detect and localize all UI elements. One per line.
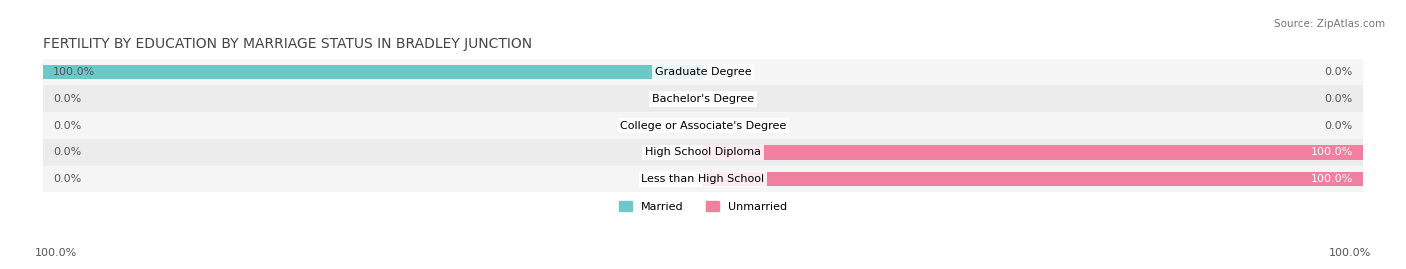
Text: 100.0%: 100.0% [35,248,77,258]
Text: 0.0%: 0.0% [53,174,82,184]
Text: Graduate Degree: Graduate Degree [655,67,751,77]
Text: College or Associate's Degree: College or Associate's Degree [620,121,786,130]
Text: 0.0%: 0.0% [53,94,82,104]
Text: 0.0%: 0.0% [1324,67,1353,77]
Bar [703,172,1362,186]
Text: 100.0%: 100.0% [53,67,96,77]
Bar [44,85,1362,112]
Text: 0.0%: 0.0% [53,121,82,130]
Text: 100.0%: 100.0% [1310,147,1353,157]
Text: 0.0%: 0.0% [53,147,82,157]
Text: FERTILITY BY EDUCATION BY MARRIAGE STATUS IN BRADLEY JUNCTION: FERTILITY BY EDUCATION BY MARRIAGE STATU… [44,37,533,51]
Bar [44,139,1362,166]
Text: Source: ZipAtlas.com: Source: ZipAtlas.com [1274,19,1385,29]
Text: 100.0%: 100.0% [1329,248,1371,258]
Text: 100.0%: 100.0% [1310,174,1353,184]
Legend: Married, Unmarried: Married, Unmarried [614,197,792,216]
Text: 0.0%: 0.0% [1324,121,1353,130]
Text: High School Diploma: High School Diploma [645,147,761,157]
Text: Less than High School: Less than High School [641,174,765,184]
Text: 0.0%: 0.0% [1324,94,1353,104]
Bar [44,166,1362,192]
Bar [44,65,703,79]
Bar [703,145,1362,160]
Bar [44,112,1362,139]
Bar [44,59,1362,85]
Text: Bachelor's Degree: Bachelor's Degree [652,94,754,104]
